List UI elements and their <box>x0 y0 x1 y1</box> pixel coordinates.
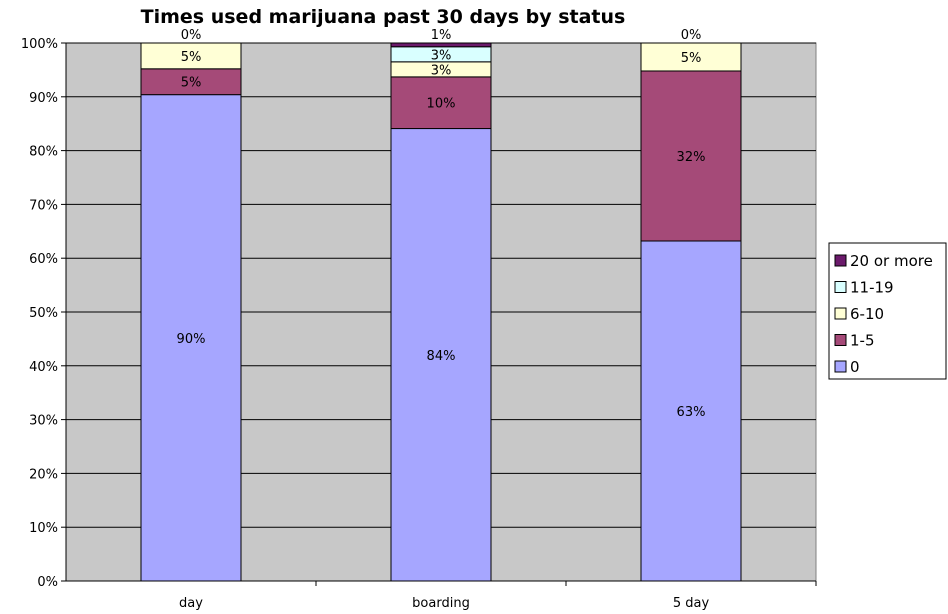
y-tick-label: 70% <box>29 198 58 213</box>
y-tick-label: 100% <box>21 37 58 52</box>
axes: 0% 10% 20% 30% 40% 50% 60% 70% 80% 90% 100% day boar… <box>21 37 817 611</box>
bar-segment-0-0 <box>140 94 242 582</box>
legend-swatch <box>834 334 847 346</box>
bar-segment-2-0 <box>640 240 742 582</box>
y-tick-label: 80% <box>29 145 58 160</box>
x-tick-label: 5 day <box>673 596 710 611</box>
x-tick-label: day <box>179 596 203 611</box>
bars <box>140 42 742 582</box>
y-tick-label: 20% <box>29 467 58 482</box>
bar-segment-1-4 <box>390 42 492 48</box>
bar-segment-1-0 <box>390 128 492 582</box>
y-tick-label: 90% <box>29 91 58 106</box>
data-label: 5% <box>681 51 702 66</box>
bar-segment-1-1 <box>390 76 492 130</box>
data-label: 1% <box>431 28 452 43</box>
data-label: 63% <box>677 405 706 420</box>
y-tick-label: 10% <box>29 521 58 536</box>
data-label: 3% <box>431 63 452 78</box>
legend-box <box>828 242 947 380</box>
legend-label: 11-19 <box>850 279 894 297</box>
legend-swatch <box>834 281 847 293</box>
chart-title: Times used marijuana past 30 days by sta… <box>141 6 626 28</box>
y-tick-label: 40% <box>29 360 58 375</box>
data-label: 10% <box>427 97 456 112</box>
legend-label: 6-10 <box>850 305 884 323</box>
y-tick-label: 50% <box>29 306 58 321</box>
y-tick-label: 60% <box>29 252 58 267</box>
x-tick-label: boarding <box>412 596 470 611</box>
data-label: 90% <box>177 332 206 347</box>
bar-segment-0-1 <box>140 68 242 96</box>
bar-segment-0-2 <box>140 42 242 70</box>
data-label: 32% <box>677 150 706 165</box>
bar-segment-2-2 <box>640 42 742 72</box>
legend-label: 1-5 <box>850 332 875 350</box>
data-label: 0% <box>181 28 202 43</box>
legend-label: 20 or more <box>850 252 933 270</box>
legend-label: 0 <box>850 358 860 376</box>
data-label: 84% <box>427 349 456 364</box>
bar-segment-2-1 <box>640 70 742 242</box>
data-label: 3% <box>431 48 452 63</box>
data-labels: 90% 5% 5% 0% 84% 10% 3%3% 1% 63% 32% 5% 0% <box>177 28 706 420</box>
y-tick-label: 30% <box>29 414 58 429</box>
legend-swatch <box>834 307 847 320</box>
y-tick-label: 0% <box>37 575 58 590</box>
legend-swatch <box>834 360 847 373</box>
legend-swatch <box>834 254 847 267</box>
data-label: 5% <box>181 50 202 65</box>
data-label: 5% <box>181 76 202 91</box>
data-label: 0% <box>681 28 702 43</box>
legend: 20 or more 11-19 6-10 1-5 0 <box>828 242 947 380</box>
